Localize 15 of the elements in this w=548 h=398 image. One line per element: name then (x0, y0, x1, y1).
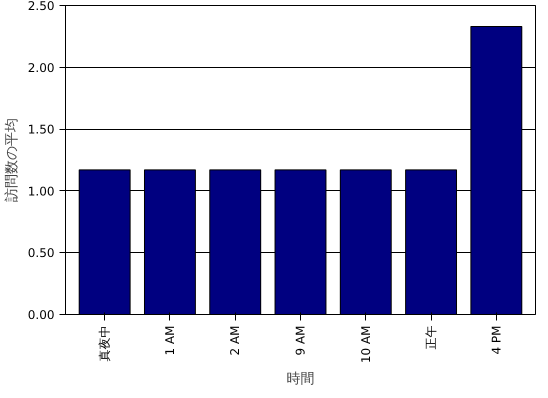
y-tick-label: 1.50 (28, 122, 54, 137)
x-tick-label: 正午 (424, 326, 438, 350)
x-tick-label: 9 AM (294, 325, 308, 356)
x-tick-label: 4 PM (489, 325, 504, 355)
y-axis-title: 訪問数の平均 (4, 118, 20, 202)
y-tick-label: 0.00 (28, 308, 54, 322)
y-tick-label: 0.50 (28, 246, 54, 260)
y-tick-label: 2.00 (28, 60, 54, 75)
x-tick-label: 2 AM (228, 325, 242, 356)
x-tick-label: 10 AM (358, 325, 373, 364)
x-tick-label: 1 AM (162, 325, 177, 356)
x-axis-title: 時間 (286, 371, 314, 388)
y-tick-label: 1.00 (28, 184, 54, 198)
x-tick-label: 真夜中 (98, 326, 112, 362)
y-tick-label: 2.50 (28, 0, 54, 13)
